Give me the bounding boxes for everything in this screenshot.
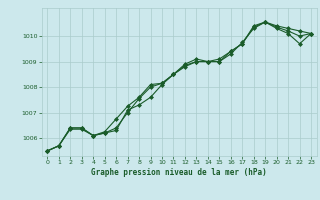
X-axis label: Graphe pression niveau de la mer (hPa): Graphe pression niveau de la mer (hPa)	[91, 168, 267, 177]
